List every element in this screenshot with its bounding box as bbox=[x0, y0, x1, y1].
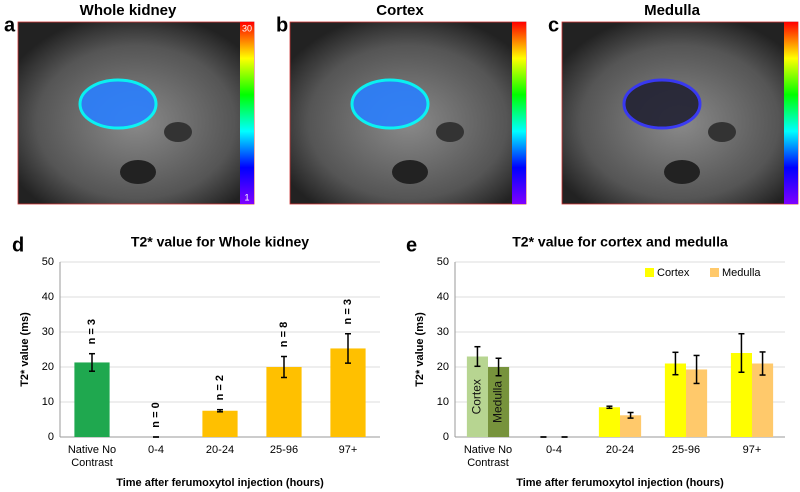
chart-title: T2* value for cortex and medulla bbox=[512, 234, 728, 250]
bar bbox=[74, 362, 110, 437]
panel-title: Whole kidney bbox=[80, 2, 177, 19]
chart-title: T2* value for Whole kidney bbox=[131, 234, 309, 250]
colorbar bbox=[240, 22, 254, 204]
bar bbox=[598, 407, 620, 437]
legend-swatch bbox=[710, 268, 719, 277]
bar bbox=[664, 363, 686, 437]
sample-size: n = 2 bbox=[214, 375, 226, 400]
colorbar bbox=[512, 22, 526, 204]
x-tick-label: Native No Contrast bbox=[67, 444, 117, 469]
panel-title: Cortex bbox=[376, 2, 424, 19]
x-tick-label: 20-24 bbox=[605, 444, 635, 456]
kidney-map bbox=[78, 78, 158, 130]
error-bar bbox=[693, 354, 700, 385]
colorbar-max: 30 bbox=[242, 23, 252, 33]
error-bar bbox=[672, 351, 679, 376]
panel-letter: a bbox=[4, 14, 16, 36]
y-tick-label: 40 bbox=[437, 291, 449, 303]
error-bar bbox=[759, 351, 766, 376]
bar bbox=[488, 367, 510, 437]
error-bar bbox=[217, 408, 223, 413]
panel-letter: c bbox=[548, 14, 559, 36]
x-tick-label: 20-24 bbox=[205, 444, 235, 456]
anatomy bbox=[664, 160, 700, 184]
sample-size: n = 8 bbox=[278, 322, 290, 347]
bar bbox=[202, 410, 238, 437]
y-tick-label: 20 bbox=[437, 361, 449, 373]
bar bbox=[266, 367, 302, 437]
y-tick-label: 30 bbox=[437, 326, 449, 338]
y-axis-label: T2* value (ms) bbox=[414, 312, 426, 387]
panel-title: Medulla bbox=[644, 2, 700, 19]
sample-size: n = 3 bbox=[342, 299, 354, 324]
bar bbox=[686, 369, 708, 437]
x-tick-label: 0-4 bbox=[148, 444, 164, 456]
x-tick-label: 97+ bbox=[742, 444, 762, 456]
panel-letter: e bbox=[406, 234, 417, 256]
error-bar bbox=[738, 333, 745, 373]
bar bbox=[730, 353, 752, 437]
anatomy bbox=[708, 122, 736, 142]
in-bar-label: Medulla bbox=[491, 381, 505, 423]
panel-letter: d bbox=[12, 234, 24, 256]
y-tick-label: 0 bbox=[48, 431, 54, 443]
error-bar bbox=[281, 355, 287, 379]
bar bbox=[752, 363, 774, 437]
x-tick-label: Native No Contrast bbox=[463, 444, 513, 469]
y-tick-label: 20 bbox=[42, 361, 54, 373]
error-bar bbox=[89, 352, 95, 372]
y-tick-label: 30 bbox=[42, 326, 54, 338]
y-tick-label: 50 bbox=[42, 256, 54, 268]
bar bbox=[620, 415, 642, 437]
panel-letter: b bbox=[276, 14, 288, 36]
y-tick-label: 40 bbox=[42, 291, 54, 303]
x-axis-label: Time after ferumoxytol injection (hours) bbox=[116, 477, 324, 489]
anatomy bbox=[120, 160, 156, 184]
sample-size: n = 3 bbox=[86, 319, 98, 344]
x-tick-label: 25-96 bbox=[671, 444, 701, 456]
legend-label: Cortex bbox=[657, 267, 690, 279]
sample-size: n = 0 bbox=[150, 402, 162, 427]
bar bbox=[466, 356, 488, 437]
anatomy bbox=[436, 122, 464, 142]
error-bar bbox=[606, 405, 613, 410]
x-tick-label: 97+ bbox=[338, 444, 358, 456]
colorbar-min: 1 bbox=[244, 192, 249, 202]
colorbar bbox=[784, 22, 798, 204]
anatomy bbox=[164, 122, 192, 142]
legend-swatch bbox=[645, 268, 654, 277]
legend-label: Medulla bbox=[722, 267, 761, 279]
anatomy bbox=[392, 160, 428, 184]
y-tick-label: 10 bbox=[437, 396, 449, 408]
x-tick-label: 25-96 bbox=[269, 444, 299, 456]
y-tick-label: 0 bbox=[443, 431, 449, 443]
error-bar bbox=[474, 345, 481, 368]
y-tick-label: 50 bbox=[437, 256, 449, 268]
x-axis-label: Time after ferumoxytol injection (hours) bbox=[516, 477, 724, 489]
y-tick-label: 10 bbox=[42, 396, 54, 408]
y-axis-label: T2* value (ms) bbox=[19, 312, 31, 387]
error-bar bbox=[627, 411, 634, 419]
error-bar bbox=[345, 333, 351, 364]
x-tick-label: 0-4 bbox=[546, 444, 562, 456]
in-bar-label: Cortex bbox=[470, 379, 484, 414]
error-bar bbox=[495, 357, 502, 377]
kidney-map bbox=[622, 78, 702, 130]
kidney-map bbox=[350, 78, 430, 130]
